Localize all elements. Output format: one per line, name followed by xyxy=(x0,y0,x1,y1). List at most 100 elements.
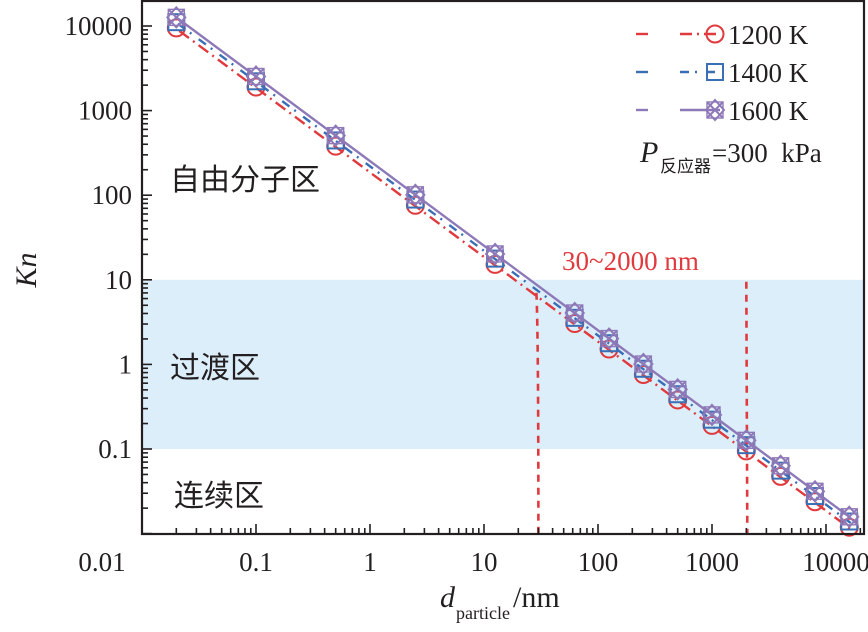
marker-cross xyxy=(703,406,721,424)
data-point-crossed-marker xyxy=(701,403,723,427)
x-tick-label: 1000 xyxy=(685,547,739,577)
x-tick-label: 100 xyxy=(578,547,619,577)
y-tick-label: 10 xyxy=(105,265,132,295)
marker-cross xyxy=(566,304,584,322)
marker-diamond xyxy=(667,377,689,401)
series-line xyxy=(178,29,853,532)
region-label-continuum: 连续区 xyxy=(174,479,264,514)
data-series xyxy=(165,5,860,537)
marker-diamond xyxy=(484,242,506,266)
series-line xyxy=(177,22,852,524)
pressure-symbol: P xyxy=(639,136,658,169)
marker-diamond xyxy=(770,454,791,478)
marker-diamond xyxy=(165,5,187,29)
marker-diamond xyxy=(598,327,620,351)
marker-square xyxy=(771,457,790,475)
data-point-crossed-marker xyxy=(245,65,267,88)
marker-cross xyxy=(737,431,756,450)
marker-square xyxy=(600,329,618,348)
marker-cross xyxy=(806,482,824,501)
axes: 0.1 1 10 100 1000 10000 0.01 0.1 1 10 100 1000 10000 xyxy=(65,0,868,577)
data-point-crossed-marker xyxy=(667,377,689,401)
pressure-annotation: P 反应器 =300 kPa xyxy=(639,136,822,177)
series-1600k xyxy=(165,5,860,529)
x-tick-label: 0.01 xyxy=(78,547,125,577)
x-axis-title-unit: /nm xyxy=(513,581,560,614)
marker-square xyxy=(634,355,653,373)
pressure-value: =300 kPa xyxy=(712,138,822,168)
region-bands xyxy=(142,279,864,449)
marker-square xyxy=(806,482,824,501)
y-tick-label: 0.1 xyxy=(98,434,132,464)
marker-square xyxy=(167,8,186,27)
range-annotation: 30~2000 nm xyxy=(562,246,699,276)
reference-lines xyxy=(535,281,749,535)
data-point-crossed-marker xyxy=(770,454,791,478)
data-point-crossed-marker xyxy=(804,479,826,503)
marker-cross xyxy=(167,8,186,27)
marker-cross xyxy=(840,508,858,526)
marker-square xyxy=(668,380,687,399)
marker-square xyxy=(840,508,858,526)
data-point-crossed-marker xyxy=(838,505,860,529)
pressure-subscript: 反应器 xyxy=(660,157,711,177)
marker-cross xyxy=(706,101,724,119)
marker-cross xyxy=(668,380,687,399)
x-tick-label: 1 xyxy=(363,547,377,577)
marker-diamond xyxy=(838,505,860,529)
legend-label-1200k: 1200 K xyxy=(728,20,809,50)
marker-diamond xyxy=(804,479,826,503)
legend-label-1600k: 1600 K xyxy=(728,96,809,126)
data-point-crossed-marker xyxy=(405,183,426,207)
data-point-circle xyxy=(705,24,725,44)
marker-diamond xyxy=(735,428,757,452)
marker-cross xyxy=(486,245,504,263)
marker-diamond xyxy=(325,124,347,148)
marker-square xyxy=(703,406,721,424)
marker-diamond xyxy=(704,98,726,122)
marker-square xyxy=(737,431,756,450)
data-point-crossed-marker xyxy=(598,327,620,351)
x-axis-title: d particle /nm xyxy=(440,581,560,623)
marker-diamond xyxy=(633,352,654,376)
legend-label-1400k: 1400 K xyxy=(728,58,809,88)
marker-cross xyxy=(600,329,618,348)
y-tick-label: 1000 xyxy=(78,96,132,126)
marker-cross xyxy=(634,355,653,373)
y-tick-label: 1 xyxy=(119,349,133,379)
marker-square xyxy=(247,67,265,86)
x-tick-label: 10 xyxy=(471,547,498,577)
marker-cross xyxy=(326,126,345,145)
data-point-square xyxy=(706,63,724,81)
x-tick-label: 0.1 xyxy=(239,547,273,577)
data-point-crossed-marker xyxy=(735,428,757,452)
marker-square xyxy=(406,186,425,204)
region-label-transition: 过渡区 xyxy=(170,351,260,386)
marker-square xyxy=(706,101,724,119)
legend: 1200 K 1400 K 1600 K xyxy=(636,20,809,126)
x-axis-title-subscript: particle xyxy=(456,603,510,623)
y-tick-label: 10000 xyxy=(65,11,133,41)
marker-diamond xyxy=(405,183,426,207)
data-point-crossed-marker xyxy=(325,124,347,148)
marker-square xyxy=(566,304,584,322)
y-tick-label: 100 xyxy=(92,180,133,210)
x-tick-label: 10000 xyxy=(802,547,868,577)
x-axis-title-main: d xyxy=(440,581,456,614)
reference-line-30 xyxy=(535,292,540,535)
marker-cross xyxy=(247,67,265,86)
region-label-free-molecular: 自由分子区 xyxy=(170,163,320,198)
legend-item-1400k xyxy=(636,63,724,81)
data-point-crossed-marker xyxy=(484,242,506,266)
data-point-crossed-marker xyxy=(704,98,726,122)
marker-cross xyxy=(771,457,790,475)
marker-diamond xyxy=(564,301,586,325)
series-1400k xyxy=(167,13,859,531)
data-point-crossed-marker xyxy=(633,352,654,376)
marker-cross xyxy=(406,186,425,204)
reference-line-2000 xyxy=(745,281,749,535)
legend-item-1600k xyxy=(636,98,726,122)
y-axis-title: Kn xyxy=(10,252,43,288)
plot-frame xyxy=(140,0,866,536)
